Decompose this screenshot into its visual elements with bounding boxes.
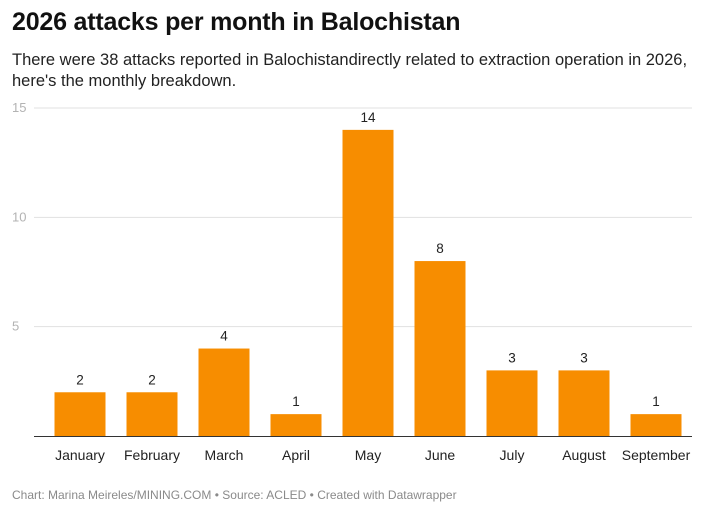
bar xyxy=(270,414,322,436)
bar-value-label: 2 xyxy=(148,372,156,387)
x-tick-label: January xyxy=(55,447,105,463)
bar xyxy=(558,370,610,436)
chart-title: 2026 attacks per month in Balochistan xyxy=(12,8,461,36)
bar-value-label: 8 xyxy=(436,241,444,256)
y-tick-label: 10 xyxy=(12,209,26,224)
x-tick-label: March xyxy=(205,447,244,463)
bar-value-label: 14 xyxy=(360,110,376,125)
footer-source: Source: ACLED xyxy=(222,488,307,502)
bars: 2 2 4 1 14 8 3 3 1 xyxy=(54,110,682,436)
bar xyxy=(54,392,106,436)
x-tick-label: February xyxy=(124,447,180,463)
bar xyxy=(486,370,538,436)
x-tick-label: May xyxy=(355,447,381,463)
x-axis: January February March April May June July Augu… xyxy=(34,436,692,463)
bar-value-label: 3 xyxy=(580,350,588,365)
bar xyxy=(414,261,466,436)
footer-separator: • xyxy=(309,488,314,502)
bar xyxy=(198,348,250,436)
bar-value-label: 1 xyxy=(652,394,660,409)
x-tick-label: July xyxy=(500,447,525,463)
bar xyxy=(342,129,394,436)
footer-tool: Created with Datawrapper xyxy=(317,488,457,502)
chart-footer: Chart: Marina Meireles/MINING.COM • Sour… xyxy=(12,488,457,502)
footer-credit: Chart: Marina Meireles/MINING.COM xyxy=(12,488,212,502)
bar xyxy=(630,414,682,436)
y-tick-label: 15 xyxy=(12,100,26,115)
x-tick-label: April xyxy=(282,447,310,463)
bar-value-label: 3 xyxy=(508,350,516,365)
x-tick-label: September xyxy=(622,447,691,463)
bar xyxy=(126,392,178,436)
footer-separator: • xyxy=(214,488,219,502)
chart-subtitle: There were 38 attacks reported in Baloch… xyxy=(12,51,688,90)
bar-value-label: 2 xyxy=(76,372,84,387)
y-tick-label: 5 xyxy=(12,319,19,334)
bar-value-label: 4 xyxy=(220,329,228,344)
grid-lines: 5 10 15 xyxy=(12,100,692,334)
bar-value-label: 1 xyxy=(292,394,300,409)
x-tick-label: August xyxy=(562,447,606,463)
x-tick-label: June xyxy=(425,447,456,463)
